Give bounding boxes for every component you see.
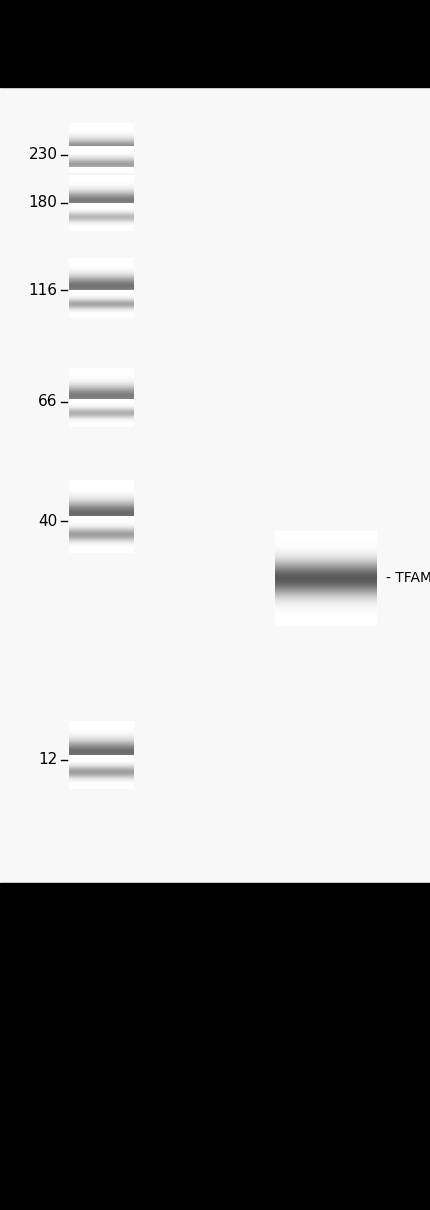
- Bar: [0, 87, 430, 883]
- Text: 12: 12: [38, 753, 58, 767]
- Text: 40: 40: [38, 513, 58, 529]
- Text: 116: 116: [29, 283, 58, 298]
- Text: 180: 180: [29, 195, 58, 211]
- Text: - TFAM: - TFAM: [386, 571, 430, 586]
- Text: 66: 66: [38, 394, 58, 409]
- Text: 230: 230: [29, 148, 58, 162]
- Bar: [0, 883, 430, 1210]
- Bar: [0, 0, 430, 87]
